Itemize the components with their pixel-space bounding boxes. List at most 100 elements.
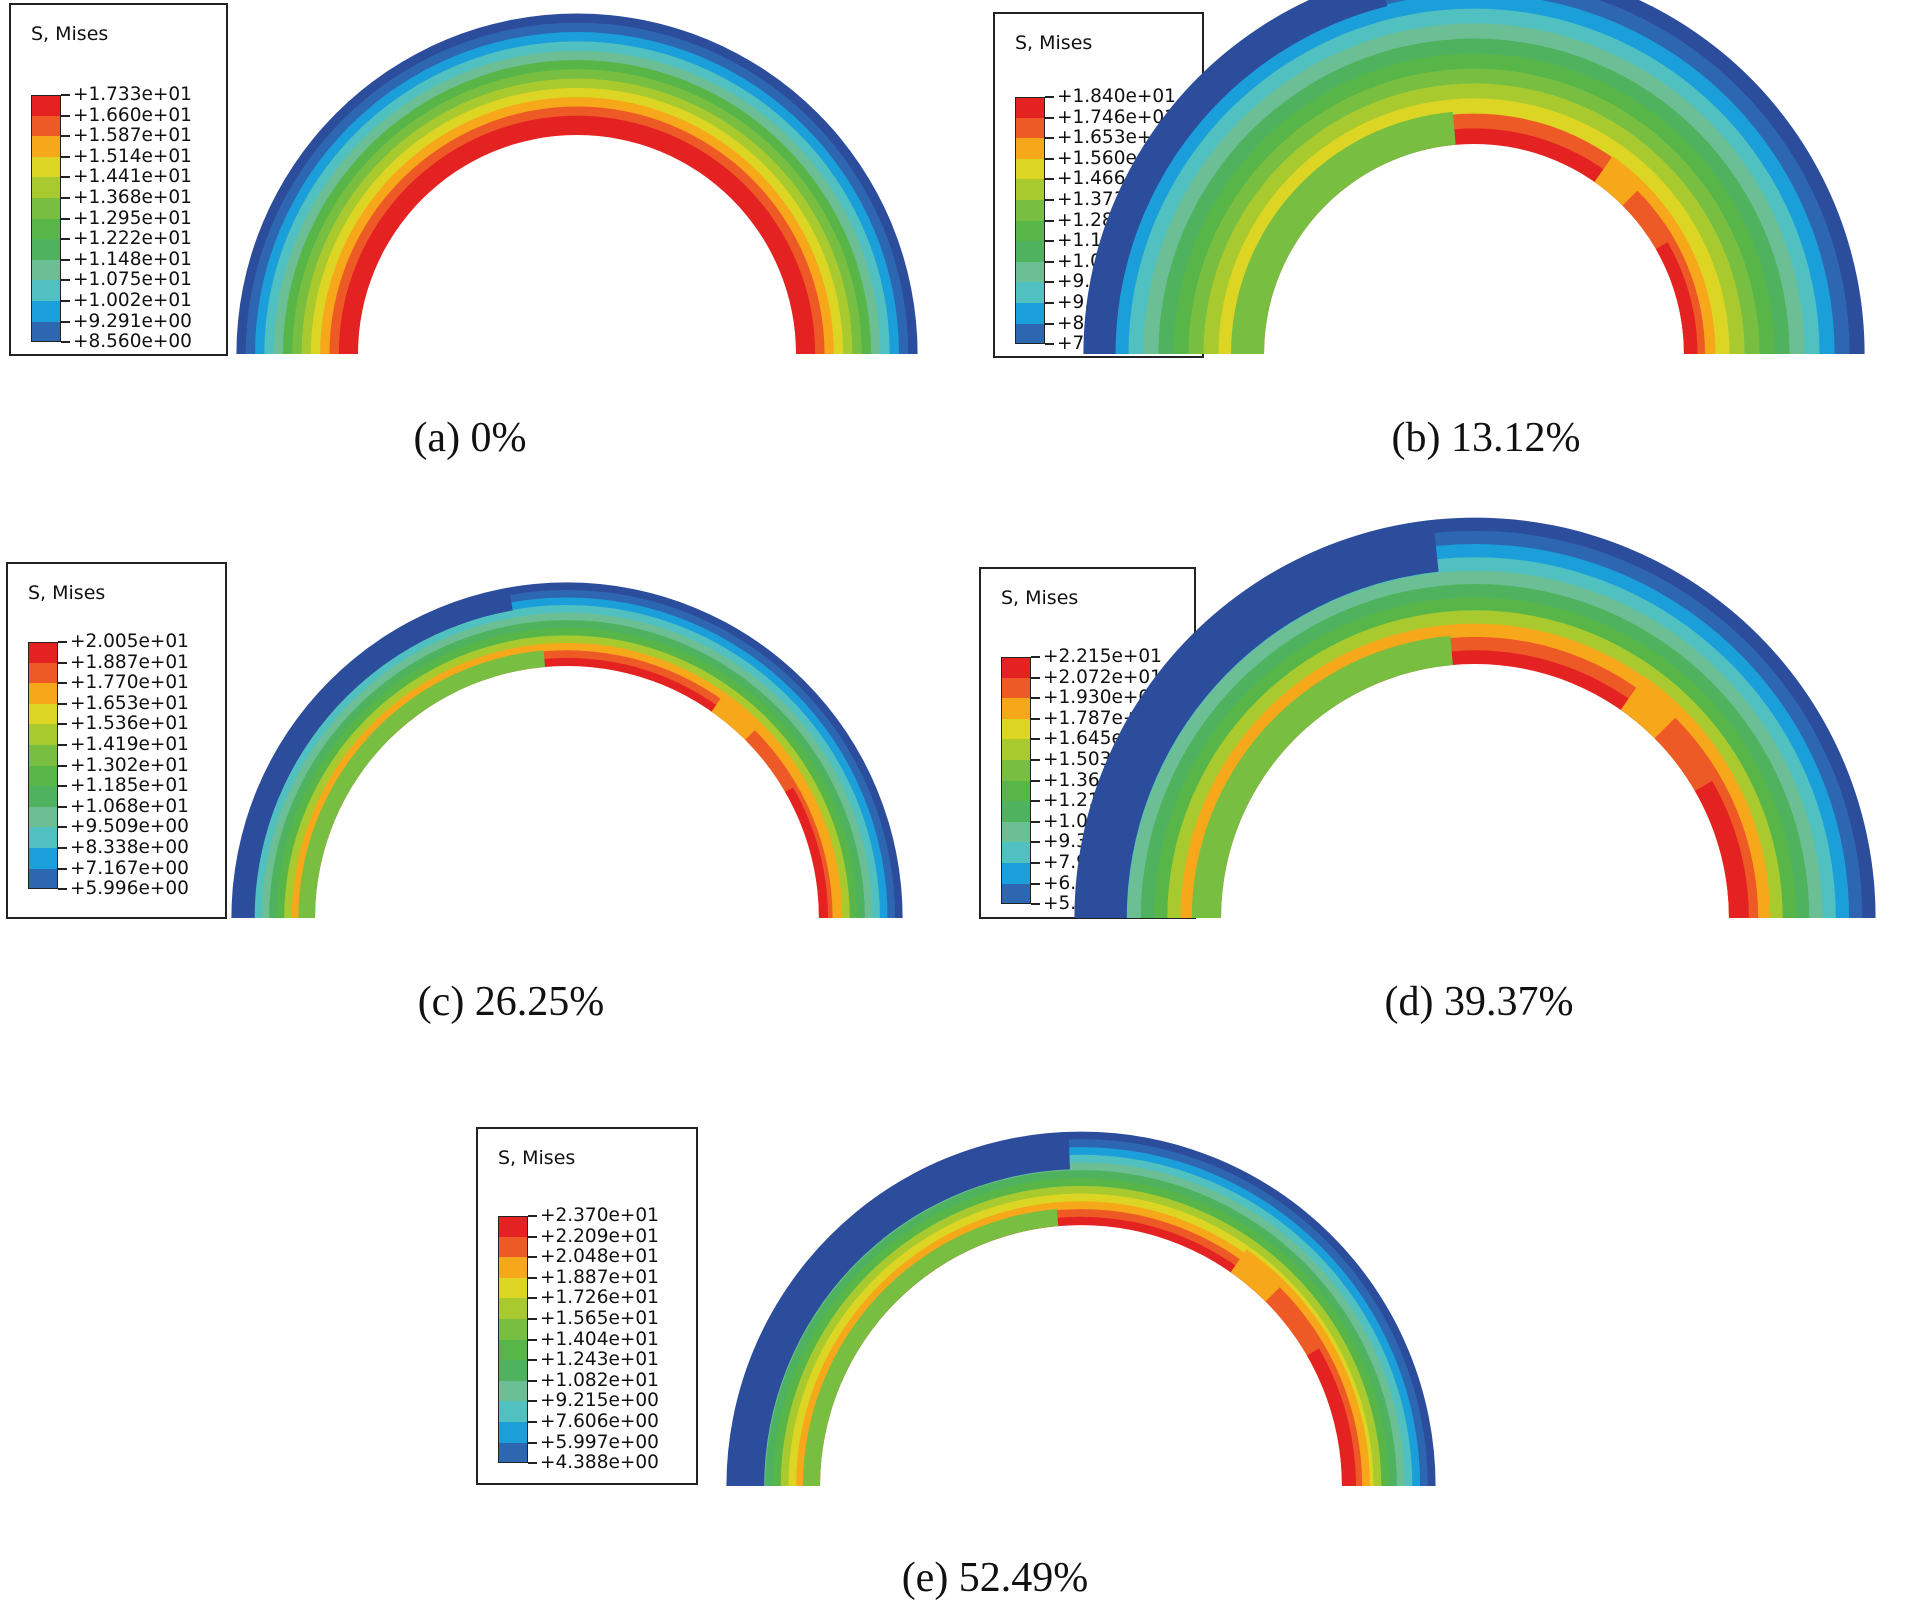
legend-value: +2.072e+01 <box>1043 666 1162 688</box>
legend-value: +9.509e+00 <box>70 816 189 838</box>
legend-tick <box>58 702 67 705</box>
legend-swatch <box>498 1319 528 1340</box>
legend-swatch <box>28 703 58 725</box>
legend-swatch <box>1001 842 1031 863</box>
legend-swatch <box>1015 117 1045 139</box>
legend-swatch <box>1001 760 1031 781</box>
legend-value: +1.770e+01 <box>70 672 189 694</box>
legend-value: +2.370e+01 <box>540 1205 659 1226</box>
legend-value: +2.048e+01 <box>540 1246 659 1268</box>
legend-box: S, Mises +2.005e+01 +1.887e+01 +1.770e+01 +1… <box>6 562 227 919</box>
panel-caption: (e) 52.49% <box>901 1555 1089 1601</box>
legend-tick <box>58 847 67 849</box>
contour-band-shift <box>1307 1348 1356 1486</box>
legend-tick <box>61 176 70 179</box>
legend-tick <box>1045 281 1054 284</box>
contour-band-shift <box>232 588 513 918</box>
legend-tick <box>58 723 67 726</box>
legend-swatch <box>28 724 58 745</box>
legend-value: +1.404e+01 <box>540 1328 659 1350</box>
legend-value: +1.082e+01 <box>540 1369 659 1391</box>
legend-swatch <box>31 218 61 240</box>
contour-band-shift <box>785 787 829 918</box>
legend-tick <box>1045 137 1054 140</box>
legend-swatch <box>28 827 58 848</box>
legend-swatch <box>28 868 58 890</box>
legend-value: +1.222e+01 <box>73 228 192 250</box>
legend-tick <box>1045 157 1054 160</box>
legend-swatch <box>1001 863 1031 884</box>
legend-tick <box>1031 676 1040 679</box>
legend-swatch <box>1001 677 1031 699</box>
legend-value: +8.338e+00 <box>70 837 189 858</box>
legend-tick <box>1045 260 1054 263</box>
legend-swatch <box>498 1339 528 1361</box>
legend-tick <box>1045 116 1054 119</box>
legend-swatch <box>1015 323 1045 345</box>
legend-value: +1.295e+01 <box>73 207 192 229</box>
legend-tick <box>528 1318 537 1320</box>
legend-swatch <box>1015 261 1045 283</box>
legend-swatch <box>28 786 58 807</box>
legend-tick <box>1031 656 1040 658</box>
legend-swatch <box>31 156 61 178</box>
legend-value: +9.291e+00 <box>73 310 192 332</box>
legend-tick <box>1045 343 1054 346</box>
legend-value: +1.368e+01 <box>73 187 192 208</box>
legend-value: +1.302e+01 <box>70 754 189 776</box>
stress-contour-ring <box>236 13 918 355</box>
legend-value: +1.746e+01 <box>1057 106 1176 128</box>
stress-contour-ring <box>231 582 903 918</box>
legend-swatch <box>1015 138 1045 159</box>
legend-value: +5.996e+00 <box>70 878 189 900</box>
legend-tick <box>1031 882 1040 885</box>
legend-tick <box>1031 800 1040 803</box>
legend-swatch <box>28 662 58 684</box>
legend-tick <box>58 805 67 808</box>
legend-tick <box>1045 178 1054 181</box>
contour-band-shift <box>1075 520 1439 918</box>
legend-tick <box>528 1297 537 1300</box>
legend-swatch <box>1001 821 1031 843</box>
legend-value: +1.733e+01 <box>73 84 192 105</box>
legend-tick <box>58 867 67 870</box>
legend-tick <box>61 320 70 323</box>
legend-value: +1.726e+01 <box>540 1287 659 1309</box>
legend-swatch <box>498 1380 528 1402</box>
legend-tick <box>58 785 67 788</box>
contour-band-shift <box>298 650 546 918</box>
legend-swatch <box>498 1442 528 1464</box>
legend-tick <box>528 1256 537 1259</box>
legend-swatch <box>1015 220 1045 242</box>
legend-swatch <box>1015 303 1045 324</box>
legend-swatch <box>28 683 58 704</box>
legend-value: +2.005e+01 <box>70 631 189 652</box>
legend-value: +1.068e+01 <box>70 795 189 817</box>
legend-tick <box>1031 862 1040 864</box>
legend-swatch <box>1015 158 1045 180</box>
legend-swatch <box>31 136 61 157</box>
legend-tick <box>1031 841 1040 844</box>
legend-swatch <box>31 115 61 137</box>
legend-tick <box>61 94 70 96</box>
legend-tick <box>1031 717 1040 720</box>
legend-swatch <box>28 642 58 663</box>
legend-tick <box>61 135 70 138</box>
legend-value: +1.660e+01 <box>73 104 192 126</box>
legend-value: +4.388e+00 <box>540 1452 659 1474</box>
legend-tick <box>58 764 67 767</box>
legend-swatch <box>1015 200 1045 221</box>
legend-tick <box>58 888 67 891</box>
legend-swatch <box>31 321 61 343</box>
legend-tick <box>528 1462 537 1465</box>
legend-tick <box>58 661 67 664</box>
panel-caption: (a) 0% <box>413 415 527 461</box>
legend-swatch <box>498 1422 528 1443</box>
legend-swatch <box>28 806 58 828</box>
legend-swatch <box>31 239 61 260</box>
legend-value: +1.185e+01 <box>70 775 189 797</box>
legend-swatch <box>498 1216 528 1237</box>
legend-swatch <box>1001 739 1031 760</box>
legend-tick <box>528 1276 537 1279</box>
legend-value: +7.606e+00 <box>540 1411 659 1432</box>
